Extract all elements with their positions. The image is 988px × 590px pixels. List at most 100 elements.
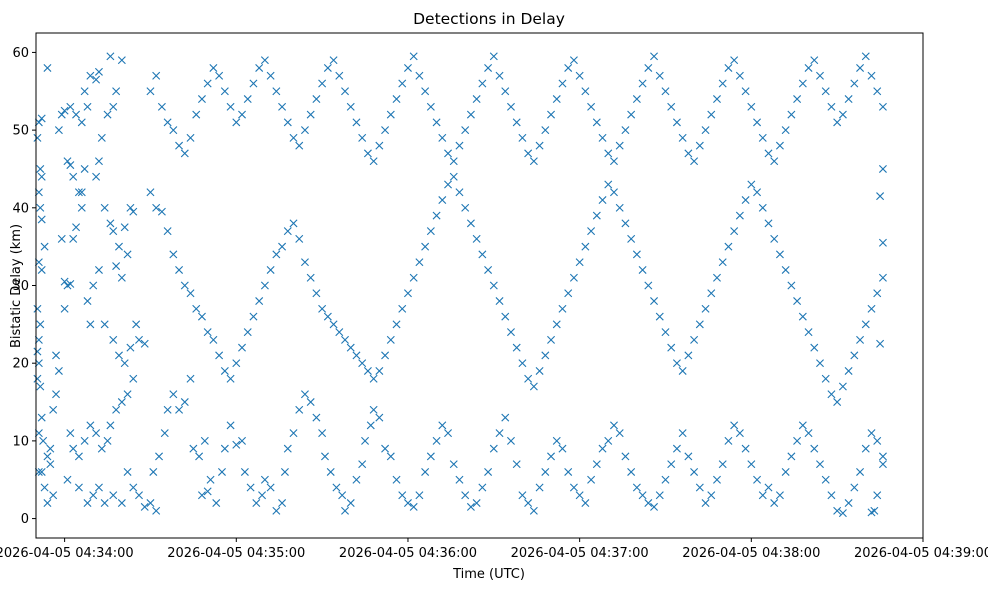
data-point bbox=[735, 211, 744, 220]
data-point bbox=[83, 499, 92, 508]
data-point bbox=[341, 506, 350, 515]
data-point bbox=[695, 320, 704, 329]
data-point bbox=[358, 133, 367, 142]
data-point bbox=[146, 188, 155, 197]
data-point bbox=[655, 312, 664, 321]
data-point bbox=[375, 141, 384, 150]
data-point bbox=[52, 351, 61, 360]
data-point bbox=[409, 52, 418, 61]
data-point bbox=[129, 483, 138, 492]
data-point bbox=[272, 250, 281, 259]
data-point bbox=[300, 126, 309, 135]
data-point bbox=[644, 63, 653, 72]
data-point bbox=[684, 149, 693, 158]
data-point bbox=[43, 499, 52, 508]
data-point bbox=[627, 467, 636, 476]
data-point bbox=[100, 499, 109, 508]
data-point bbox=[816, 71, 824, 80]
data-point bbox=[495, 429, 504, 438]
data-point bbox=[426, 452, 435, 461]
data-point bbox=[186, 133, 195, 142]
data-point bbox=[844, 95, 853, 104]
data-point bbox=[455, 188, 464, 197]
data-point bbox=[403, 499, 412, 508]
data-point bbox=[246, 483, 255, 492]
data-point bbox=[103, 436, 112, 445]
data-point bbox=[260, 281, 269, 290]
data-point bbox=[707, 110, 716, 119]
data-point bbox=[392, 95, 401, 104]
data-point bbox=[461, 203, 470, 212]
data-point bbox=[152, 203, 161, 212]
data-point bbox=[375, 413, 384, 422]
data-point bbox=[547, 110, 556, 119]
data-point bbox=[186, 289, 195, 298]
data-point bbox=[415, 491, 424, 500]
data-point bbox=[878, 102, 887, 111]
data-point bbox=[295, 141, 304, 150]
data-point bbox=[386, 335, 395, 344]
x-tick-label: 2026-04-05 04:35:00 bbox=[167, 546, 305, 561]
data-point bbox=[289, 219, 298, 228]
data-point bbox=[386, 110, 395, 119]
data-point bbox=[518, 133, 527, 142]
data-point bbox=[695, 141, 704, 150]
data-point bbox=[581, 87, 590, 96]
data-point bbox=[60, 304, 69, 313]
data-point bbox=[712, 475, 721, 484]
data-point bbox=[735, 429, 744, 438]
data-point bbox=[506, 328, 515, 337]
data-point bbox=[335, 328, 344, 337]
data-point bbox=[69, 444, 78, 453]
data-point bbox=[318, 79, 327, 88]
data-point bbox=[398, 79, 407, 88]
data-point bbox=[312, 413, 321, 422]
data-point bbox=[89, 491, 98, 500]
data-point bbox=[117, 273, 126, 282]
data-point bbox=[615, 429, 624, 438]
data-point bbox=[667, 102, 676, 111]
data-point bbox=[37, 114, 46, 123]
data-point bbox=[255, 297, 264, 306]
data-point bbox=[850, 351, 859, 360]
data-point bbox=[163, 405, 172, 414]
data-point bbox=[432, 118, 441, 127]
data-point bbox=[609, 188, 618, 197]
data-point bbox=[77, 203, 86, 212]
data-point bbox=[109, 227, 118, 236]
data-point bbox=[798, 421, 807, 430]
data-point bbox=[735, 71, 744, 80]
data-point bbox=[132, 320, 141, 329]
data-point bbox=[644, 281, 653, 290]
data-point bbox=[226, 421, 235, 430]
data-point bbox=[781, 126, 790, 135]
data-point bbox=[724, 63, 733, 72]
data-point bbox=[753, 188, 762, 197]
data-point bbox=[758, 133, 767, 142]
data-point bbox=[278, 242, 287, 251]
data-point bbox=[74, 452, 83, 461]
data-point bbox=[80, 87, 89, 96]
data-point bbox=[598, 196, 607, 205]
data-point bbox=[478, 250, 487, 259]
data-point bbox=[321, 452, 329, 461]
data-point bbox=[775, 141, 784, 150]
data-point bbox=[160, 429, 169, 438]
data-point bbox=[718, 258, 727, 267]
data-point bbox=[758, 203, 767, 212]
data-point bbox=[123, 467, 132, 476]
data-point bbox=[77, 118, 86, 127]
data-point bbox=[140, 502, 149, 511]
data-point bbox=[66, 161, 75, 170]
data-point bbox=[495, 71, 504, 80]
data-point bbox=[764, 149, 773, 158]
data-point bbox=[564, 467, 573, 476]
data-point bbox=[306, 398, 315, 407]
data-point bbox=[827, 491, 836, 500]
data-point bbox=[283, 444, 292, 453]
data-point bbox=[60, 277, 69, 286]
data-point bbox=[552, 436, 561, 445]
data-point bbox=[506, 102, 515, 111]
data-point bbox=[535, 366, 544, 375]
